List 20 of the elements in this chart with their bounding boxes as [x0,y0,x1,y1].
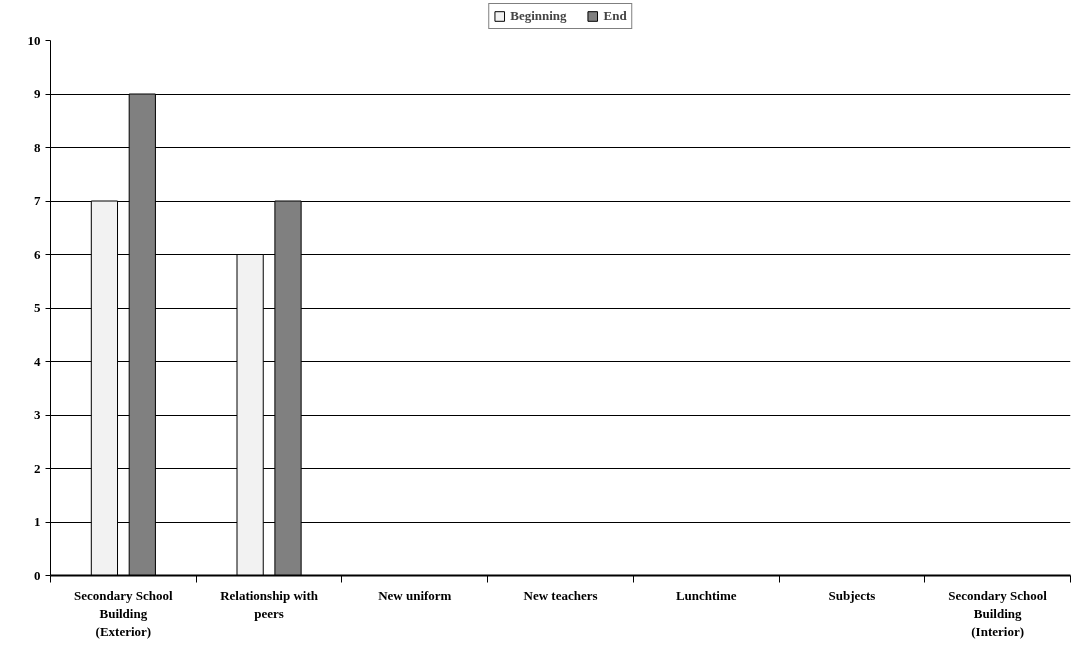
y-tick-label: 0 [34,567,41,583]
y-tick-label: 1 [34,514,41,529]
x-tick-label: Subjects [828,587,876,603]
legend-label: End [603,8,627,24]
x-tick-label: Secondary School Building (Interior) [948,587,1048,639]
x-tick-label: Relationship with peers [220,587,319,621]
x-tick-label: Secondary School Building (Exterior) [74,587,174,639]
legend-label: Beginning [510,8,567,24]
y-tick-label: 3 [34,407,41,422]
y-tick-label: 7 [34,193,41,208]
y-tick-label: 4 [34,353,41,369]
y-tick-label: 9 [34,86,41,101]
y-tick-label: 2 [34,460,41,476]
x-tick-label: New teachers [523,587,598,603]
y-tick-label: 6 [34,246,41,262]
y-tick-label: 5 [34,300,41,315]
x-tick-label: Lunchtime [675,587,737,603]
y-tick-label: 8 [34,139,41,155]
x-tick-label: New uniform [378,587,452,603]
y-tick-label: 10 [27,32,41,48]
